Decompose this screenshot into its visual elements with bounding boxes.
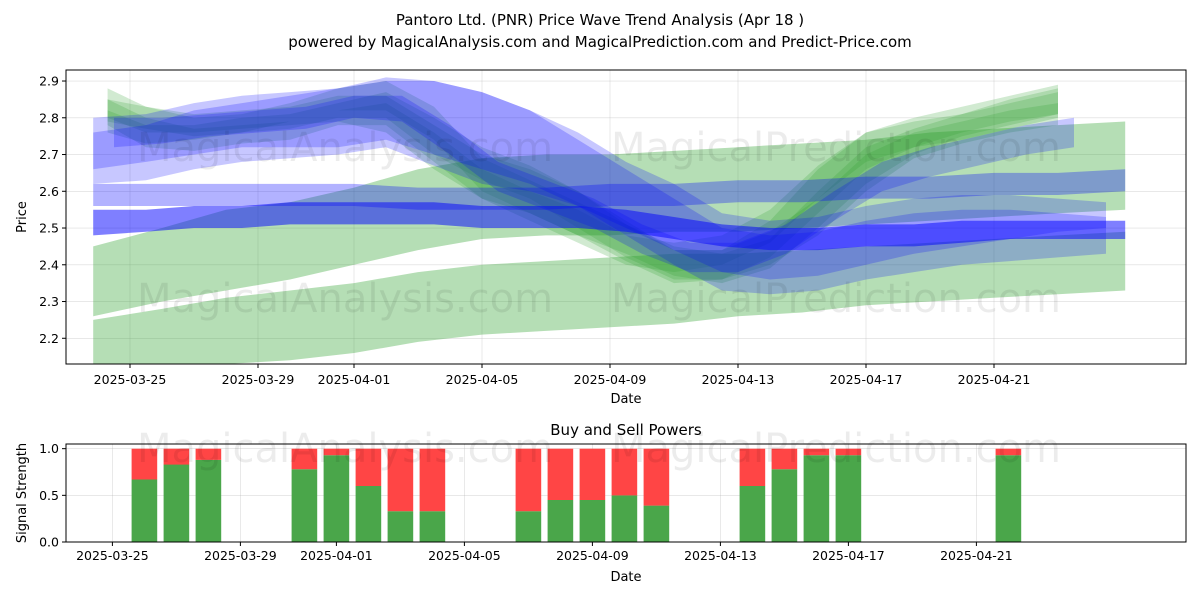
- watermark-text: MagicalPrediction.com: [611, 276, 1061, 322]
- signal-x-axis: 2025-03-25 2025-03-29 2025-04-01 2025-04-05…: [76, 542, 1013, 563]
- buy-bar: [195, 459, 222, 542]
- price-y-axis-label: Price: [15, 201, 30, 233]
- price-x-tick-label: 2025-04-13: [702, 372, 775, 387]
- price-x-tick-label: 2025-04-21: [958, 372, 1031, 387]
- signal-x-tick-label: 2025-03-25: [76, 548, 149, 563]
- price-chart: MagicalAnalysis.com MagicalPrediction.com…: [15, 69, 1187, 407]
- buy-bar: [131, 479, 158, 542]
- signal-y-tick-label: 0.0: [39, 535, 59, 550]
- signal-y-axis: 0.0 0.5 1.0: [39, 441, 66, 550]
- price-y-axis: 2.2 2.3 2.4 2.5 2.6 2.7 2.8 2.9: [39, 74, 66, 346]
- price-x-tick-label: 2025-03-29: [222, 372, 295, 387]
- price-x-axis-label: Date: [610, 392, 641, 407]
- sell-bar: [995, 448, 1022, 456]
- signal-chart-title: Buy and Sell Powers: [550, 421, 702, 439]
- buy-bar: [547, 500, 574, 542]
- sell-bar: [323, 448, 350, 456]
- blue-band-2: [93, 202, 1126, 251]
- price-x-tick-label: 2025-04-05: [446, 372, 519, 387]
- buy-bar: [835, 455, 862, 542]
- watermark-text: MagicalAnalysis.com: [137, 276, 553, 322]
- sell-bar: [611, 448, 638, 496]
- watermark-text: MagicalPrediction.com: [611, 125, 1061, 171]
- signal-y-tick-label: 0.5: [39, 488, 59, 503]
- chart-title-line2: powered by MagicalAnalysis.com and Magic…: [288, 33, 912, 51]
- price-x-tick-label: 2025-04-17: [830, 372, 903, 387]
- signal-x-tick-label: 2025-03-29: [204, 548, 277, 563]
- sell-bar: [547, 448, 574, 500]
- sell-bar: [835, 448, 862, 456]
- chart-title-line1: Pantoro Ltd. (PNR) Price Wave Trend Anal…: [396, 11, 804, 29]
- price-x-axis: 2025-03-25 2025-03-29 2025-04-01 2025-04-05…: [94, 364, 1031, 387]
- price-y-tick-label: 2.5: [39, 221, 59, 236]
- price-y-tick-label: 2.6: [39, 184, 59, 199]
- sell-bar: [515, 448, 542, 512]
- signal-plot-frame: [65, 443, 1187, 543]
- buy-bar: [323, 455, 350, 542]
- price-y-tick-label: 2.7: [39, 147, 59, 162]
- signal-x-tick-label: 2025-04-05: [428, 548, 501, 563]
- signal-x-tick-label: 2025-04-09: [556, 548, 629, 563]
- price-x-tick-label: 2025-03-25: [94, 372, 167, 387]
- sell-bar: [291, 448, 318, 470]
- signal-y-axis-label: Signal Strength: [15, 443, 30, 543]
- buy-bar: [419, 511, 446, 542]
- buy-bar: [579, 500, 606, 542]
- sell-bar: [195, 448, 222, 460]
- signal-x-tick-label: 2025-04-13: [684, 548, 757, 563]
- price-x-tick-label: 2025-04-01: [318, 372, 391, 387]
- sell-bar: [739, 448, 766, 486]
- green-band-2: [93, 231, 1126, 364]
- buy-bar: [643, 505, 670, 542]
- blue-band-1: [93, 169, 1126, 210]
- price-y-tick-label: 2.3: [39, 294, 59, 309]
- signal-x-tick-label: 2025-04-17: [812, 548, 885, 563]
- watermark-text: MagicalPrediction.com: [611, 426, 1061, 472]
- sell-bar: [643, 448, 670, 506]
- sell-bar: [387, 448, 414, 512]
- price-y-tick-label: 2.2: [39, 331, 59, 346]
- buy-bar: [355, 486, 382, 542]
- buy-bar: [515, 511, 542, 542]
- buy-bar: [291, 469, 318, 542]
- buy-bar: [771, 469, 798, 542]
- signal-bars: [131, 448, 1022, 542]
- signal-y-tick-label: 1.0: [39, 441, 59, 456]
- green-wave-4: [107, 81, 1059, 284]
- signal-x-tick-label: 2025-04-21: [940, 548, 1013, 563]
- price-watermarks: MagicalAnalysis.com MagicalPrediction.com…: [137, 125, 1061, 322]
- buy-bar: [995, 455, 1022, 542]
- price-x-tick-label: 2025-04-09: [574, 372, 647, 387]
- sell-bar: [163, 448, 190, 465]
- buy-bar: [387, 511, 414, 542]
- price-y-tick-label: 2.4: [39, 257, 59, 272]
- sell-bar: [355, 448, 382, 486]
- blue-wave-3: [114, 95, 1074, 273]
- price-bands: [93, 77, 1126, 364]
- buy-bar: [739, 486, 766, 542]
- signal-chart: Buy and Sell Powers MagicalAnalysis.com M…: [15, 421, 1187, 585]
- signal-x-axis-label: Date: [610, 570, 641, 585]
- buy-bar: [803, 455, 830, 542]
- price-y-tick-label: 2.9: [39, 74, 59, 89]
- green-wave-3: [107, 92, 1059, 273]
- signal-watermarks: MagicalAnalysis.com MagicalPrediction.com: [137, 426, 1061, 472]
- price-y-tick-label: 2.8: [39, 110, 59, 125]
- watermark-text: MagicalAnalysis.com: [137, 125, 553, 171]
- watermark-text: MagicalAnalysis.com: [137, 426, 553, 472]
- sell-bar: [131, 448, 158, 480]
- price-plot-frame: [65, 69, 1187, 365]
- signal-x-tick-label: 2025-04-01: [300, 548, 373, 563]
- sell-bar: [803, 448, 830, 456]
- sell-bar: [419, 448, 446, 512]
- buy-bar: [163, 464, 190, 542]
- buy-bar: [611, 495, 638, 542]
- sell-bar: [771, 448, 798, 470]
- sell-bar: [579, 448, 606, 500]
